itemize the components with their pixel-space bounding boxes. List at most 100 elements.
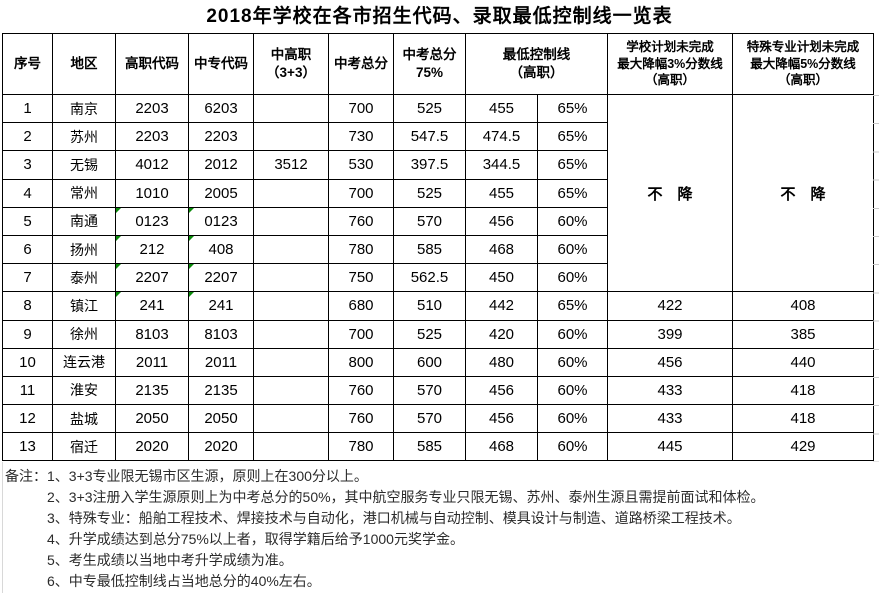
cell-zz-code: 2207: [188, 263, 254, 293]
cell-school-plan: 422: [607, 291, 733, 321]
notes-label: 备注：: [5, 468, 47, 484]
cell-seq: 8: [2, 291, 53, 321]
cell-gz-code: 2020: [115, 432, 189, 462]
cell-region: 徐州: [52, 319, 116, 349]
cell-gz-code: 2207: [115, 263, 189, 293]
col-header-gz-code: 高职代码: [115, 33, 189, 95]
cell-school-plan-nodrop: 不 降: [607, 93, 733, 293]
cell-special-plan: 408: [732, 291, 874, 321]
cell-region: 泰州: [52, 263, 116, 293]
cell-total: 780: [328, 234, 394, 265]
col-header-seq: 序号: [2, 33, 53, 95]
cell-zz-code: 2135: [188, 375, 254, 406]
note-line: 4、升学成绩达到总分75%以上者，取得学籍后给予1000元奖学金。: [5, 529, 874, 550]
cell-region: 常州: [52, 178, 116, 208]
note-line: 备注：1、3+3专业限无锡市区生源，原则上在300分以上。: [5, 466, 874, 487]
cell-school-plan: 433: [607, 375, 733, 406]
cell-zgz: [253, 178, 329, 208]
cell-seq: 9: [2, 319, 53, 349]
cell-seq: 4: [2, 178, 53, 208]
col-header-region: 地区: [52, 33, 116, 95]
cell-total75: 510: [393, 291, 466, 321]
admissions-table: 序号 地区 高职代码 中专代码 中高职 （3+3） 中考总分 中考总分 75% …: [2, 33, 874, 462]
cell-seq: 1: [2, 93, 53, 124]
cell-gz-code: 2135: [115, 375, 189, 406]
cell-total: 700: [328, 93, 394, 124]
cell-control-line: 468: [465, 234, 538, 265]
cell-gz-code: 4012: [115, 150, 189, 180]
cell-control-pct: 65%: [537, 150, 608, 180]
cell-special-plan: 418: [732, 375, 874, 406]
notes-block: 备注：1、3+3专业限无锡市区生源，原则上在300分以上。 2、3+3注册入学生源…: [5, 466, 874, 592]
cell-control-line: 442: [465, 291, 538, 321]
cell-seq: 7: [2, 263, 53, 293]
cell-special-plan: 418: [732, 404, 874, 434]
cell-region: 南通: [52, 206, 116, 236]
cell-gz-code: 1010: [115, 178, 189, 208]
cell-control-line: 344.5: [465, 150, 538, 180]
cell-zz-code: 8103: [188, 319, 254, 349]
note-line: 5、考生成绩以当地中考升学成绩为准。: [5, 550, 874, 571]
cell-region: 南京: [52, 93, 116, 124]
col-header-zz-code: 中专代码: [188, 33, 254, 95]
cell-total: 730: [328, 122, 394, 152]
table-row: 12 盐城 2050 2050 760 570 456 60% 433 418: [2, 404, 874, 434]
cell-seq: 6: [2, 234, 53, 265]
cell-control-line: 455: [465, 178, 538, 208]
cell-total: 700: [328, 178, 394, 208]
cell-zz-code: 2011: [188, 347, 254, 377]
table-row: 1 南京 2203 6203 700 525 455 65% 不 降不 降: [2, 93, 874, 293]
table-row: 9 徐州 8103 8103 700 525 420 60% 399 385: [2, 319, 874, 349]
cell-gz-code: 8103: [115, 319, 189, 349]
cell-control-line: 450: [465, 263, 538, 293]
cell-zgz: [253, 206, 329, 236]
col-header-special-plan: 特殊专业计划未完成 最大降幅5%分数线 （高职）: [732, 33, 874, 95]
cell-control-line: 474.5: [465, 122, 538, 152]
table-row: 8 镇江 241 241 680 510 442 65% 422 408: [2, 291, 874, 321]
cell-region: 无锡: [52, 150, 116, 180]
cell-control-pct: 65%: [537, 122, 608, 152]
cell-total75: 397.5: [393, 150, 466, 180]
table-row: 6 扬州 212 408 780 585 468 60%: [2, 234, 874, 265]
cell-total75: 570: [393, 404, 466, 434]
cell-total: 800: [328, 347, 394, 377]
cell-zz-code: 2012: [188, 150, 254, 180]
cell-gz-code: 212: [115, 234, 189, 265]
cell-total: 530: [328, 150, 394, 180]
cell-zgz: [253, 375, 329, 406]
note-text: 3、特殊专业：船舶工程技术、焊接技术与自动化，港口机械与自动控制、模具设计与制造…: [47, 510, 741, 526]
cell-zz-code: 2005: [188, 178, 254, 208]
cell-total75: 585: [393, 234, 466, 265]
cell-control-line: 455: [465, 93, 538, 124]
col-header-control-line: 最低控制线 （高职）: [465, 33, 608, 95]
cell-control-pct: 65%: [537, 93, 608, 124]
table-row: 5 南通 0123 0123 760 570 456 60%: [2, 206, 874, 236]
cell-seq: 13: [2, 432, 53, 462]
cell-total75: 600: [393, 347, 466, 377]
cell-gz-code: 0123: [115, 206, 189, 236]
cell-zgz: [253, 263, 329, 293]
note-text: 1、3+3专业限无锡市区生源，原则上在300分以上。: [47, 468, 368, 484]
cell-control-pct: 60%: [537, 375, 608, 406]
cell-control-line: 468: [465, 432, 538, 462]
cell-total75: 585: [393, 432, 466, 462]
cell-total75: 570: [393, 206, 466, 236]
col-header-school-plan: 学校计划未完成 最大降幅3%分数线 （高职）: [607, 33, 733, 95]
cell-seq: 10: [2, 347, 53, 377]
cell-special-plan-nodrop: 不 降: [732, 93, 874, 293]
cell-zz-code: 408: [188, 234, 254, 265]
cell-zgz: [253, 234, 329, 265]
table-body: 1 南京 2203 6203 700 525 455 65% 不 降不 降 2 苏州 2203 2203…: [2, 93, 874, 462]
cell-zz-code: 0123: [188, 206, 254, 236]
cell-total75: 570: [393, 375, 466, 406]
cell-gz-code: 2050: [115, 404, 189, 434]
cell-control-line: 456: [465, 375, 538, 406]
table-row: 13 宿迁 2020 2020 780 585 468 60% 445 429: [2, 432, 874, 462]
cell-special-plan: 429: [732, 432, 874, 462]
cell-seq: 2: [2, 122, 53, 152]
cell-control-line: 480: [465, 347, 538, 377]
cell-total75: 547.5: [393, 122, 466, 152]
cell-school-plan: 433: [607, 404, 733, 434]
cell-region: 苏州: [52, 122, 116, 152]
